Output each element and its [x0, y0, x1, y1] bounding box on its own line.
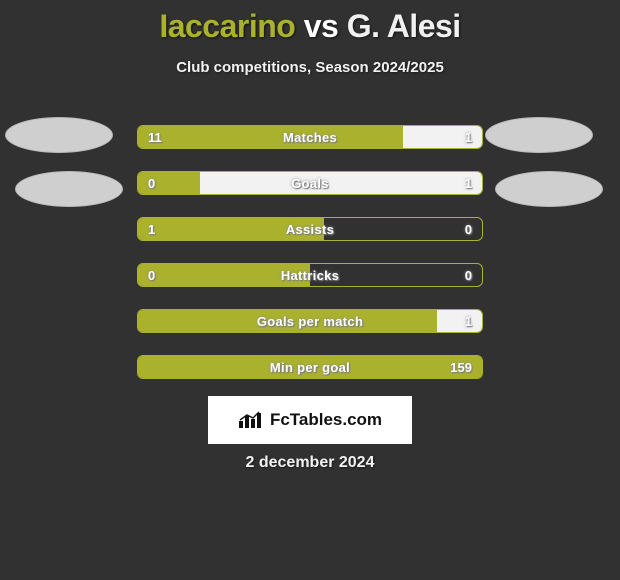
stat-bar-left-fill	[138, 126, 403, 148]
stat-bar-left-fill	[138, 172, 200, 194]
stat-bar-left-fill	[138, 310, 437, 332]
stat-bar-right-value: 0	[465, 264, 472, 286]
stat-bars-container: Matches111 Goals01 Assists10 Hattricks00 Goa…	[137, 125, 483, 401]
stat-bar-right-fill	[403, 126, 482, 148]
player-avatar-right	[485, 117, 593, 153]
stat-bar-left-fill	[138, 218, 324, 240]
stat-bar: Hattricks00	[137, 263, 483, 287]
stat-bar: Matches111	[137, 125, 483, 149]
stat-bar: Goals01	[137, 171, 483, 195]
subtitle: Club competitions, Season 2024/2025	[0, 59, 620, 76]
player1-name: Iaccarino	[159, 8, 295, 44]
comparison-title: Iaccarino vs G. Alesi	[0, 0, 620, 45]
brand-text: FcTables.com	[270, 410, 382, 430]
player-avatar-right	[495, 171, 603, 207]
stat-bar: Min per goal159	[137, 355, 483, 379]
stat-bar: Goals per match1	[137, 309, 483, 333]
stat-bar-left-fill	[138, 356, 482, 378]
player-avatar-left	[5, 117, 113, 153]
stat-bar-right-fill	[437, 310, 482, 332]
player2-name: G. Alesi	[347, 8, 461, 44]
bar-chart-icon	[238, 411, 264, 429]
date-text: 2 december 2024	[0, 454, 620, 472]
brand-box: FcTables.com	[208, 396, 412, 444]
stat-bar: Assists10	[137, 217, 483, 241]
stat-bar-right-fill	[200, 172, 482, 194]
title-vs: vs	[304, 8, 339, 44]
stat-bar-left-fill	[138, 264, 310, 286]
player-avatar-left	[15, 171, 123, 207]
stat-bar-right-value: 0	[465, 218, 472, 240]
